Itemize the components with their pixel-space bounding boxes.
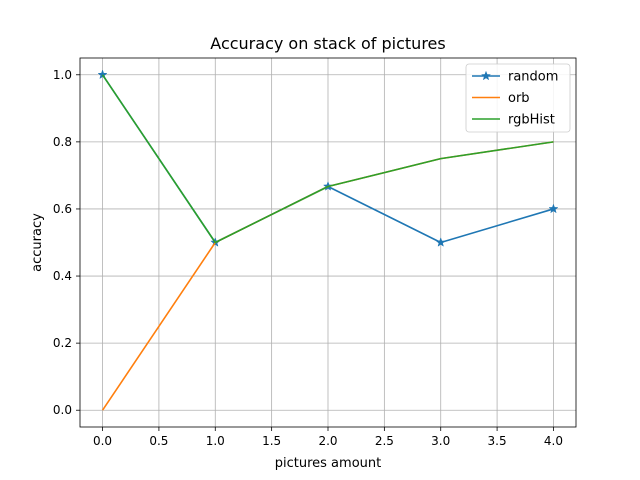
x-tick-label: 2.5 xyxy=(375,434,394,448)
x-tick-label: 2.0 xyxy=(318,434,337,448)
x-tick-label: 3.0 xyxy=(431,434,450,448)
x-tick-label: 1.0 xyxy=(206,434,225,448)
data-point-random xyxy=(435,237,446,247)
x-tick-label: 3.5 xyxy=(488,434,507,448)
y-tick-label: 0.2 xyxy=(53,336,72,350)
series-line-rgbHist xyxy=(101,74,554,244)
y-tick-label: 0.6 xyxy=(53,202,72,216)
data-point-random xyxy=(548,203,559,214)
y-tick-label: 0.4 xyxy=(53,269,72,283)
x-axis-label: pictures amount xyxy=(275,456,381,471)
y-tick-label: 0.0 xyxy=(53,403,72,417)
x-tick-label: 0.5 xyxy=(149,434,168,448)
y-tick-label: 1.0 xyxy=(53,68,72,82)
series-lines xyxy=(97,69,559,411)
legend-box xyxy=(465,63,571,133)
y-tick-label: 0.8 xyxy=(53,135,72,149)
legend-label-rgbHist: rgbHist xyxy=(508,113,555,128)
x-tick-label: 0.0 xyxy=(93,434,112,448)
data-point-random xyxy=(97,69,108,80)
legend-label-random: random xyxy=(508,70,558,85)
legend-marker-random xyxy=(480,70,492,81)
x-tick-label: 1.5 xyxy=(262,434,281,448)
axis-ticks: 0.0 0.5 1.0 1.5 2.0 2.5 3.0 3.5 4.0 0.0 0.2 0.4 0.6 0… xyxy=(53,68,563,448)
y-axis-label: accuracy xyxy=(30,213,45,272)
legend-label-orb: orb xyxy=(508,91,530,106)
chart-title: Accuracy on stack of pictures xyxy=(210,34,445,53)
legend: random orb rgbHist xyxy=(465,63,571,133)
x-tick-label: 4.0 xyxy=(544,434,563,448)
